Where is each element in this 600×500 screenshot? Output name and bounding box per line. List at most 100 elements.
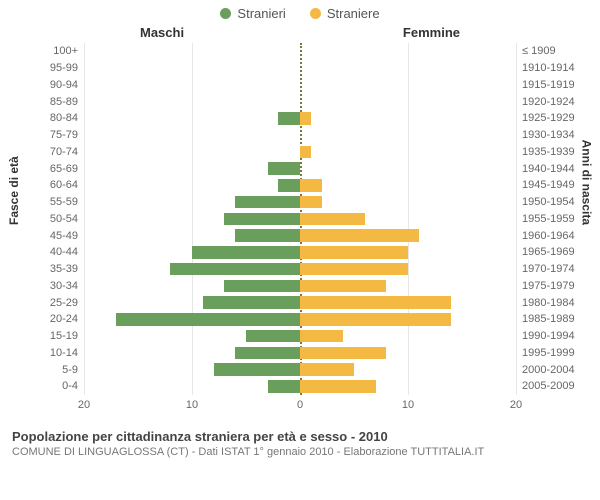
pyramid-row: 45-491960-1964 xyxy=(84,227,516,244)
pyramid-row: 80-841925-1929 xyxy=(84,110,516,127)
x-tick: 10 xyxy=(402,399,414,411)
pyramid-row: 15-191990-1994 xyxy=(84,328,516,345)
pyramid-row: 65-691940-1944 xyxy=(84,160,516,177)
pyramid-row: 75-791930-1934 xyxy=(84,127,516,144)
birth-tick: 1980-1984 xyxy=(522,297,575,309)
age-tick: 30-34 xyxy=(50,280,78,292)
bar-male xyxy=(278,179,300,192)
bar-male xyxy=(278,112,300,125)
column-title-female: Femmine xyxy=(403,25,460,40)
pyramid-row: 85-891920-1924 xyxy=(84,93,516,110)
age-tick: 65-69 xyxy=(50,163,78,175)
plot: 100+≤ 190995-991910-191490-941915-191985… xyxy=(84,43,516,395)
bar-female xyxy=(300,213,365,226)
birth-tick: 1965-1969 xyxy=(522,246,575,258)
bar-female xyxy=(300,146,311,159)
pyramid-row: 35-391970-1974 xyxy=(84,261,516,278)
swatch-male xyxy=(220,8,231,19)
swatch-female xyxy=(310,8,321,19)
bar-female xyxy=(300,179,322,192)
age-tick: 50-54 xyxy=(50,213,78,225)
x-tick: 0 xyxy=(297,399,303,411)
bar-male xyxy=(170,263,300,276)
pyramid-row: 25-291980-1984 xyxy=(84,294,516,311)
column-title-male: Maschi xyxy=(140,25,184,40)
age-tick: 100+ xyxy=(53,45,78,57)
pyramid-row: 55-591950-1954 xyxy=(84,194,516,211)
pyramid-row: 40-441965-1969 xyxy=(84,244,516,261)
age-tick: 45-49 xyxy=(50,230,78,242)
age-tick: 85-89 xyxy=(50,96,78,108)
bar-male xyxy=(214,363,300,376)
legend: Stranieri Straniere xyxy=(0,0,600,21)
pyramid-row: 90-941915-1919 xyxy=(84,77,516,94)
bar-male xyxy=(116,313,300,326)
birth-tick: 1915-1919 xyxy=(522,79,575,91)
bar-female xyxy=(300,347,386,360)
birth-tick: 1955-1959 xyxy=(522,213,575,225)
birth-tick: 1970-1974 xyxy=(522,263,575,275)
bar-female xyxy=(300,313,451,326)
birth-tick: 1920-1924 xyxy=(522,96,575,108)
pyramid-row: 60-641945-1949 xyxy=(84,177,516,194)
legend-label-female: Straniere xyxy=(327,6,380,21)
grid-line xyxy=(516,43,517,395)
bar-female xyxy=(300,296,451,309)
bar-male xyxy=(268,380,300,393)
age-tick: 90-94 xyxy=(50,79,78,91)
age-tick: 15-19 xyxy=(50,330,78,342)
chart-area: Maschi Femmine Fasce di età Anni di nasc… xyxy=(20,25,580,425)
birth-tick: 1935-1939 xyxy=(522,146,575,158)
bar-female xyxy=(300,280,386,293)
y-axis-left-label: Fasce di età xyxy=(7,156,21,225)
bar-female xyxy=(300,330,343,343)
bar-female xyxy=(300,246,408,259)
bar-male xyxy=(224,213,300,226)
bar-male xyxy=(246,330,300,343)
pyramid-row: 50-541955-1959 xyxy=(84,211,516,228)
age-tick: 25-29 xyxy=(50,297,78,309)
bar-female xyxy=(300,380,376,393)
caption-title: Popolazione per cittadinanza straniera p… xyxy=(12,429,588,444)
age-tick: 55-59 xyxy=(50,196,78,208)
age-tick: 10-14 xyxy=(50,347,78,359)
y-axis-right-label: Anni di nascita xyxy=(579,140,593,225)
birth-tick: ≤ 1909 xyxy=(522,45,556,57)
birth-tick: 1930-1934 xyxy=(522,129,575,141)
birth-tick: 1910-1914 xyxy=(522,62,575,74)
legend-item-female: Straniere xyxy=(310,6,380,21)
pyramid-row: 95-991910-1914 xyxy=(84,60,516,77)
birth-tick: 1960-1964 xyxy=(522,230,575,242)
bar-female xyxy=(300,363,354,376)
age-tick: 75-79 xyxy=(50,129,78,141)
legend-item-male: Stranieri xyxy=(220,6,285,21)
birth-tick: 1945-1949 xyxy=(522,179,575,191)
birth-tick: 1975-1979 xyxy=(522,280,575,292)
birth-tick: 1995-1999 xyxy=(522,347,575,359)
bar-male xyxy=(235,229,300,242)
pyramid-row: 70-741935-1939 xyxy=(84,144,516,161)
x-tick: 10 xyxy=(186,399,198,411)
pyramid-row: 10-141995-1999 xyxy=(84,345,516,362)
bar-male xyxy=(268,162,300,175)
bar-female xyxy=(300,263,408,276)
birth-tick: 2000-2004 xyxy=(522,364,575,376)
age-tick: 60-64 xyxy=(50,179,78,191)
birth-tick: 1940-1944 xyxy=(522,163,575,175)
age-tick: 35-39 xyxy=(50,263,78,275)
pyramid-row: 0-42005-2009 xyxy=(84,378,516,395)
age-tick: 0-4 xyxy=(62,380,78,392)
bar-female xyxy=(300,229,419,242)
x-tick: 20 xyxy=(510,399,522,411)
age-tick: 95-99 xyxy=(50,62,78,74)
bar-female xyxy=(300,112,311,125)
age-tick: 70-74 xyxy=(50,146,78,158)
pyramid-row: 100+≤ 1909 xyxy=(84,43,516,60)
age-tick: 80-84 xyxy=(50,112,78,124)
birth-tick: 1925-1929 xyxy=(522,112,575,124)
pyramid-row: 30-341975-1979 xyxy=(84,278,516,295)
pyramid-row: 20-241985-1989 xyxy=(84,311,516,328)
caption: Popolazione per cittadinanza straniera p… xyxy=(0,425,600,458)
pyramid-row: 5-92000-2004 xyxy=(84,361,516,378)
birth-tick: 1985-1989 xyxy=(522,313,575,325)
